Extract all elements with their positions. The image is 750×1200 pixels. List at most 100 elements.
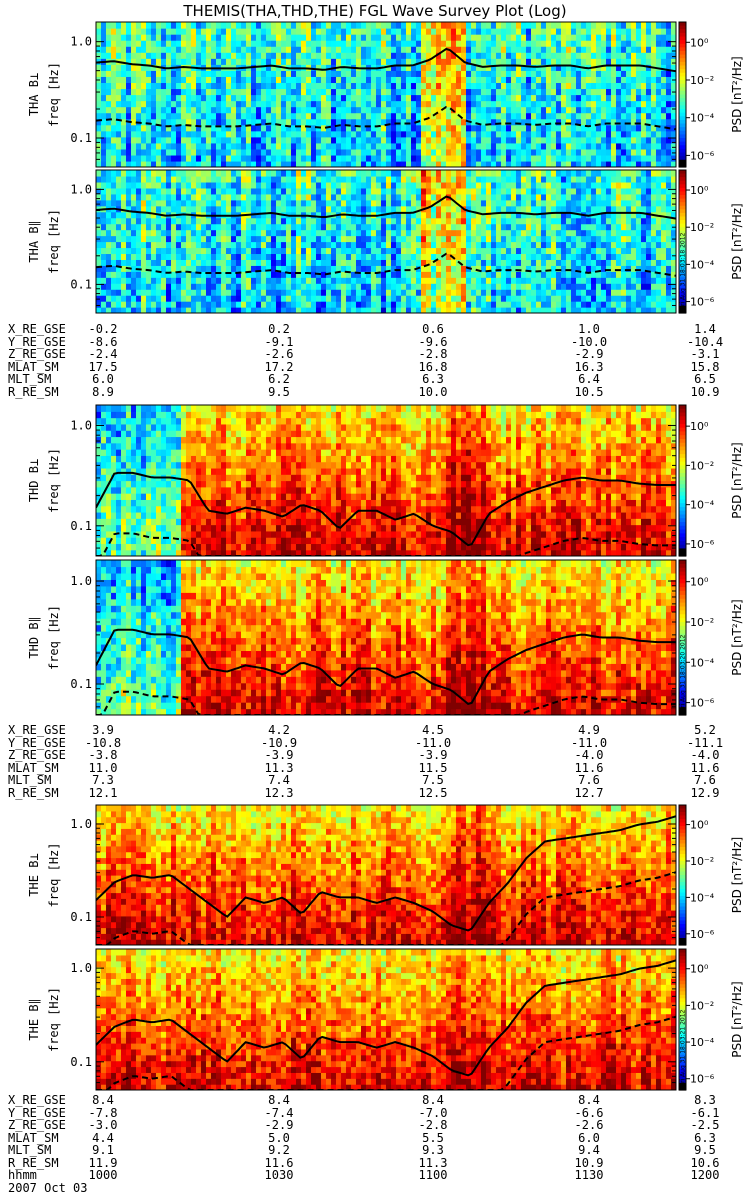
spectrogram-cell [491,118,497,126]
spectrogram-cell [376,295,382,302]
spectrogram-cell [346,175,352,183]
spectrogram-cell [176,130,182,138]
spectrogram-cell [256,295,262,302]
spectrogram-cell [156,241,162,249]
spectrogram-cell [276,229,282,237]
spectrogram-cell [346,217,352,225]
spectrogram-cell [561,22,567,29]
spectrogram-cell [471,40,477,47]
spectrogram-cell [191,217,197,225]
spectrogram-cell [271,277,277,284]
spectrogram-cell [506,265,512,272]
spectrogram-cell [156,136,162,144]
spectrogram-cell [261,124,267,132]
spectrogram-cell [506,175,512,183]
spectrogram-cell [136,136,142,144]
spectrogram-cell [666,112,672,120]
spectrogram-cell [506,154,512,162]
spectrogram-cell [266,88,272,96]
spectrogram-cell [371,187,377,195]
spectrogram-cell [406,46,412,53]
spectrogram-cell [231,307,237,313]
spectrogram-cell [316,88,322,96]
spectrogram-cell [441,301,447,308]
spectrogram-cell [161,175,167,183]
spectrogram-cell [281,70,287,77]
spectrogram-cell [546,124,552,132]
spectrogram-cell [661,136,667,144]
spectrogram-cell [356,289,362,296]
spectrogram-cell [631,58,637,65]
spectrogram-cell [216,130,222,138]
spectrogram-cell [346,295,352,302]
spectrogram-cell [401,253,407,260]
spectrogram-cell [581,130,587,138]
spectrogram-cell [181,247,187,255]
spectrogram-cell [486,253,492,260]
spectrogram-cell [441,175,447,183]
spectrogram-cell [626,34,632,41]
spectrogram-cell [666,22,672,29]
spectrogram-cell [536,112,542,120]
spectrogram-cell [106,253,112,260]
spectrogram-cell [211,187,217,195]
spectrogram-cell [571,136,577,144]
spectrogram-cell [236,82,242,90]
spectrogram-cell [646,124,652,132]
spectrogram-cell [411,211,417,219]
spectrogram-cell [246,142,252,150]
spectrogram-cell [341,271,347,278]
spectrogram-cell [586,154,592,162]
spectrogram-cell [376,307,382,313]
spectrogram-cell [486,170,492,177]
spectrogram-cell [296,118,302,126]
colorbar-swatch [679,69,686,74]
spectrogram-cell [111,112,117,120]
spectrogram-cell [111,259,117,266]
spectrogram-cell [336,283,342,290]
spectrogram-cell [526,118,532,126]
spectrogram-cell [491,100,497,108]
spectrogram-cell [461,301,467,308]
spectrogram-cell [471,223,477,231]
spectrogram-cell [396,289,402,296]
spectrogram-cell [311,223,317,231]
spectrogram-cell [456,253,462,260]
spectrogram-cell [631,106,637,114]
spectrogram-cell [171,259,177,266]
spectrogram-cell [451,52,457,59]
spectrogram-cell [461,142,467,150]
spectrogram-cell [261,58,267,65]
spectrogram-cell [351,136,357,144]
spectrogram-cell [336,217,342,225]
spectrogram-cell [316,211,322,219]
spectrogram-cell [241,112,247,120]
spectrogram-cell [231,46,237,53]
spectrogram-cell [486,100,492,108]
spectrogram-cell [426,130,432,138]
spectrogram-cell [271,259,277,266]
spectrogram-cell [241,223,247,231]
spectrogram-cell [446,52,452,59]
spectrogram-cell [236,205,242,213]
spectrogram-cell [101,247,107,255]
spectrogram-cell [291,241,297,249]
spectrogram-cell [476,130,482,138]
spectrogram-cell [196,259,202,266]
spectrogram-cell [396,211,402,219]
spectrogram-cell [526,253,532,260]
spectrogram-cell [511,52,517,59]
spectrogram-cell [321,295,327,302]
spectrogram-cell [466,253,472,260]
spectrogram-cell [346,235,352,243]
spectrogram-cell [211,46,217,53]
spectrogram-cell [331,229,337,237]
spectrogram-cell [481,58,487,65]
spectrogram-cell [346,142,352,150]
spectrogram-cell [561,106,567,114]
spectrogram-cell [126,223,132,231]
spectrogram-cell [166,88,172,96]
spectrogram-cell [506,223,512,231]
spectrogram-cell [576,40,582,47]
spectrogram-cell [256,40,262,47]
